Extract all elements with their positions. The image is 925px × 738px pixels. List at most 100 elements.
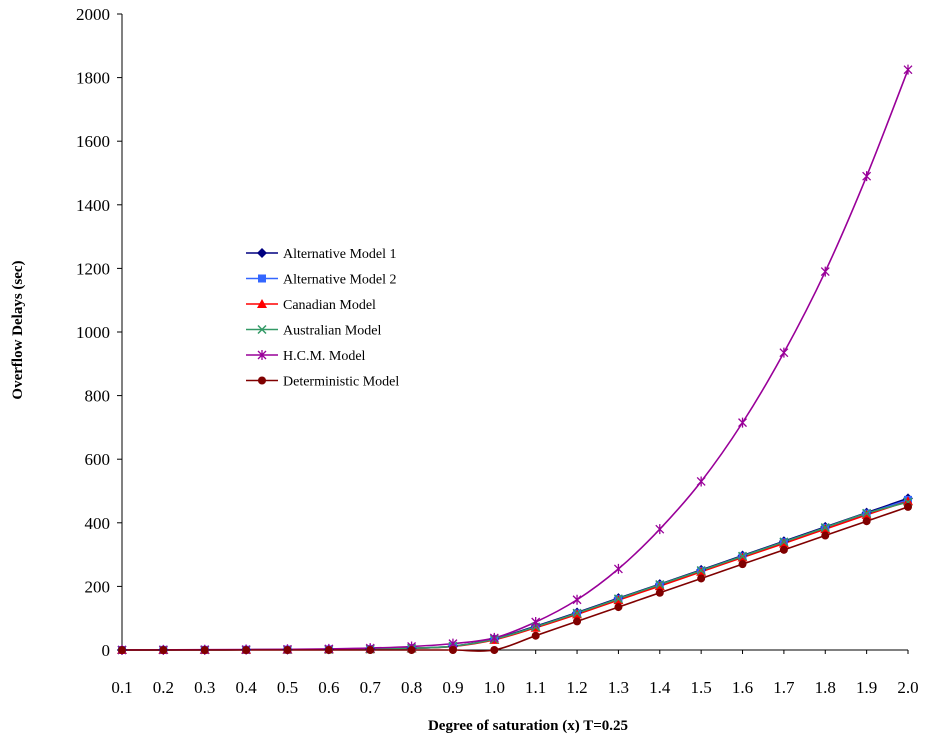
data-point-h-c-m-model bbox=[903, 64, 913, 75]
data-point-deterministic-model bbox=[531, 631, 540, 640]
y-tick-label: 800 bbox=[85, 387, 111, 406]
y-tick-label: 1000 bbox=[76, 323, 110, 342]
legend-marker-square-icon bbox=[258, 274, 266, 283]
data-point-australian-model bbox=[696, 565, 706, 576]
data-point-h-c-m-model bbox=[696, 476, 706, 487]
data-point-australian-model bbox=[572, 608, 582, 618]
data-point-deterministic-model bbox=[490, 646, 499, 654]
x-tick-label: 0.4 bbox=[235, 678, 257, 697]
x-tick-label: 0.7 bbox=[360, 678, 382, 697]
legend-label: Alternative Model 1 bbox=[283, 247, 397, 262]
legend-item-australian-model: Australian Model bbox=[246, 324, 381, 339]
data-point-deterministic-model bbox=[862, 517, 871, 526]
data-point-australian-model bbox=[862, 508, 872, 518]
x-tick-label: 0.3 bbox=[194, 678, 215, 697]
y-tick-label: 400 bbox=[85, 514, 111, 533]
x-axis-title: Degree of saturation (x) T=0.25 bbox=[428, 718, 628, 734]
data-point-deterministic-model bbox=[448, 646, 457, 654]
data-point-deterministic-model bbox=[697, 574, 706, 583]
x-tick-label: 1.9 bbox=[856, 678, 877, 697]
data-point-australian-model bbox=[737, 551, 748, 561]
y-tick-label: 1400 bbox=[76, 196, 110, 215]
data-point-deterministic-model bbox=[738, 560, 747, 569]
x-tick-label: 0.8 bbox=[401, 678, 422, 697]
data-point-deterministic-model bbox=[573, 617, 582, 626]
data-point-australian-model bbox=[820, 523, 830, 533]
y-tick-label: 1200 bbox=[76, 259, 110, 278]
x-tick-label: 0.2 bbox=[153, 678, 174, 697]
legend-marker-circle-icon bbox=[258, 376, 266, 385]
data-point-h-c-m-model bbox=[572, 594, 582, 605]
data-point-canadian-model bbox=[903, 496, 913, 506]
series-line-australian-model bbox=[121, 501, 909, 651]
legend-label: Deterministic Model bbox=[283, 375, 399, 390]
legend-item-alternative-model-1: Alternative Model 1 bbox=[246, 247, 397, 262]
x-tick-label: 1.6 bbox=[732, 678, 753, 697]
data-point-deterministic-model bbox=[614, 603, 623, 612]
data-point-australian-model bbox=[779, 537, 789, 547]
x-tick-label: 1.3 bbox=[608, 678, 629, 697]
x-tick-label: 0.9 bbox=[442, 678, 463, 697]
series-markers bbox=[117, 64, 913, 655]
legend-label: Australian Model bbox=[283, 324, 381, 339]
x-tick-label: 0.5 bbox=[277, 678, 298, 697]
x-tick-label: 2.0 bbox=[897, 678, 918, 697]
x-tick-label: 0.6 bbox=[318, 678, 339, 697]
y-axis-title: Overflow Delays (sec) bbox=[10, 260, 26, 399]
y-tick-label: 200 bbox=[85, 577, 111, 596]
data-point-h-c-m-model bbox=[820, 266, 830, 277]
data-point-deterministic-model bbox=[779, 545, 788, 554]
data-point-h-c-m-model bbox=[779, 347, 789, 358]
series-line-deterministic-model bbox=[121, 506, 909, 652]
data-point-deterministic-model bbox=[283, 646, 292, 654]
legend-item-deterministic-model: Deterministic Model bbox=[246, 375, 399, 390]
x-tick-label: 1.4 bbox=[649, 678, 671, 697]
data-point-australian-model bbox=[655, 579, 665, 590]
data-point-deterministic-model bbox=[242, 646, 251, 654]
series-line-h-c-m-model bbox=[121, 69, 909, 651]
data-point-deterministic-model bbox=[407, 646, 416, 654]
legend-marker-star-icon bbox=[257, 350, 267, 360]
legend-label: H.C.M. Model bbox=[283, 349, 366, 364]
legend-item-h-c-m-model: H.C.M. Model bbox=[246, 349, 366, 364]
x-tick-label: 1.8 bbox=[815, 678, 836, 697]
legend-marker-diamond-icon bbox=[257, 248, 267, 258]
legend-item-alternative-model-2: Alternative Model 2 bbox=[246, 273, 397, 288]
series-lines bbox=[121, 69, 909, 652]
y-tick-label: 2000 bbox=[76, 5, 110, 24]
y-tick-label: 600 bbox=[85, 450, 111, 469]
series-line-alternative-model-1 bbox=[121, 497, 909, 651]
y-tick-label: 1800 bbox=[76, 69, 110, 88]
data-point-h-c-m-model bbox=[738, 417, 747, 428]
legend: Alternative Model 1 Alternative Model 2 Ca… bbox=[246, 247, 399, 390]
x-tick-label: 1.5 bbox=[691, 678, 712, 697]
data-point-australian-model bbox=[613, 594, 623, 604]
data-point-deterministic-model bbox=[821, 531, 830, 540]
axes: 0 200 400 600 800 1000 1200 1400 1600 1800 2000 0.1… bbox=[76, 5, 919, 697]
x-tick-label: 1.7 bbox=[773, 678, 795, 697]
data-point-deterministic-model bbox=[366, 646, 375, 654]
x-tick-label: 1.1 bbox=[525, 678, 546, 697]
data-point-deterministic-model bbox=[324, 646, 333, 654]
data-point-deterministic-model bbox=[655, 588, 664, 597]
x-tick-label: 0.1 bbox=[111, 678, 132, 697]
legend-marker-triangle-icon bbox=[257, 299, 267, 308]
y-tick-label: 0 bbox=[102, 641, 111, 660]
series-line-canadian-model bbox=[121, 500, 909, 651]
data-point-deterministic-model bbox=[159, 646, 168, 654]
data-point-h-c-m-model bbox=[531, 617, 541, 628]
legend-marker-x-icon bbox=[257, 324, 267, 335]
data-point-h-c-m-model bbox=[655, 524, 665, 535]
data-point-deterministic-model bbox=[904, 502, 912, 511]
legend-label: Canadian Model bbox=[283, 298, 376, 313]
legend-label: Alternative Model 2 bbox=[283, 273, 397, 288]
data-point-h-c-m-model bbox=[862, 171, 872, 182]
data-point-deterministic-model bbox=[200, 646, 209, 654]
data-point-deterministic-model bbox=[118, 646, 126, 654]
x-tick-label: 1.2 bbox=[566, 678, 587, 697]
data-point-h-c-m-model bbox=[613, 563, 623, 574]
data-point-h-c-m-model bbox=[489, 632, 499, 643]
series-line-alternative-model-2 bbox=[121, 499, 909, 651]
x-tick-label: 1.0 bbox=[484, 678, 505, 697]
